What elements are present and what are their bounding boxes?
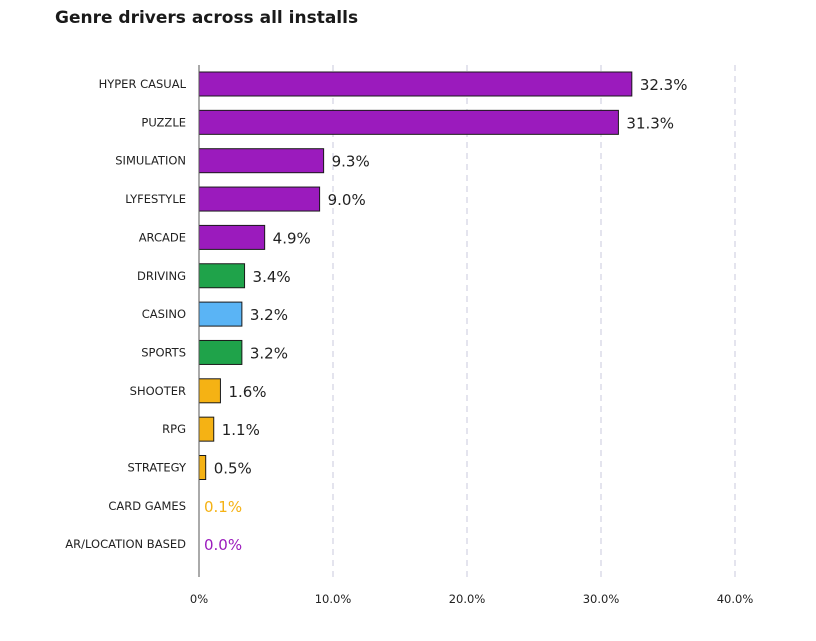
- x-tick-label: 30.0%: [583, 592, 620, 606]
- value-label: 32.3%: [640, 76, 688, 94]
- category-label: SHOOTER: [130, 384, 186, 398]
- category-label: RPG: [162, 422, 186, 436]
- category-label: CARD GAMES: [108, 499, 186, 513]
- x-tick-label: 20.0%: [449, 592, 486, 606]
- value-label: 9.3%: [332, 153, 370, 171]
- bar: [198, 224, 266, 250]
- category-label: CASINO: [142, 307, 186, 321]
- value-label: 4.9%: [273, 229, 311, 247]
- bar: [198, 186, 321, 212]
- chart-title: Genre drivers across all installs: [55, 8, 359, 28]
- bar: [198, 263, 246, 289]
- value-label: 0.0%: [204, 536, 242, 554]
- gridlines: [332, 65, 736, 577]
- category-label: STRATEGY: [128, 461, 187, 475]
- x-tick-label: 40.0%: [717, 592, 754, 606]
- value-label: 31.3%: [626, 114, 674, 132]
- bar: [198, 378, 221, 404]
- value-label: 1.6%: [228, 383, 266, 401]
- value-label: 1.1%: [222, 421, 260, 439]
- value-label: 3.2%: [250, 344, 288, 362]
- bar: [198, 109, 619, 135]
- bar: [198, 71, 633, 97]
- value-label: 9.0%: [328, 191, 366, 209]
- bar: [198, 148, 325, 174]
- value-labels: 32.3% 31.3% 9.3% 9.0% 4.9% 3.4% 3.2% 3.2% 1.6% 1.…: [204, 76, 687, 554]
- category-label: SPORTS: [141, 345, 186, 359]
- category-label: ARCADE: [139, 230, 186, 244]
- category-label: HYPER CASUAL: [99, 77, 187, 91]
- bar: [198, 301, 243, 327]
- value-label: 0.1%: [204, 498, 242, 516]
- bar: [198, 455, 207, 480]
- value-label: 3.4%: [253, 268, 291, 286]
- category-label: AR/LOCATION BASED: [65, 537, 186, 551]
- value-label: 3.2%: [250, 306, 288, 324]
- bars: [198, 71, 633, 480]
- category-labels: HYPER CASUAL PUZZLE SIMULATION LYFESTYLE ARC…: [65, 77, 187, 551]
- value-label: 0.5%: [214, 460, 252, 478]
- category-label: DRIVING: [137, 269, 186, 283]
- bar: [198, 339, 243, 365]
- x-tick-label: 10.0%: [315, 592, 352, 606]
- x-tick-labels: 0% 10.0% 20.0% 30.0% 40.0%: [190, 592, 753, 606]
- category-label: SIMULATION: [115, 154, 186, 168]
- x-tick-label: 0%: [190, 592, 208, 606]
- category-label: LYFESTYLE: [125, 192, 186, 206]
- bar: [198, 416, 215, 442]
- category-label: PUZZLE: [141, 115, 186, 129]
